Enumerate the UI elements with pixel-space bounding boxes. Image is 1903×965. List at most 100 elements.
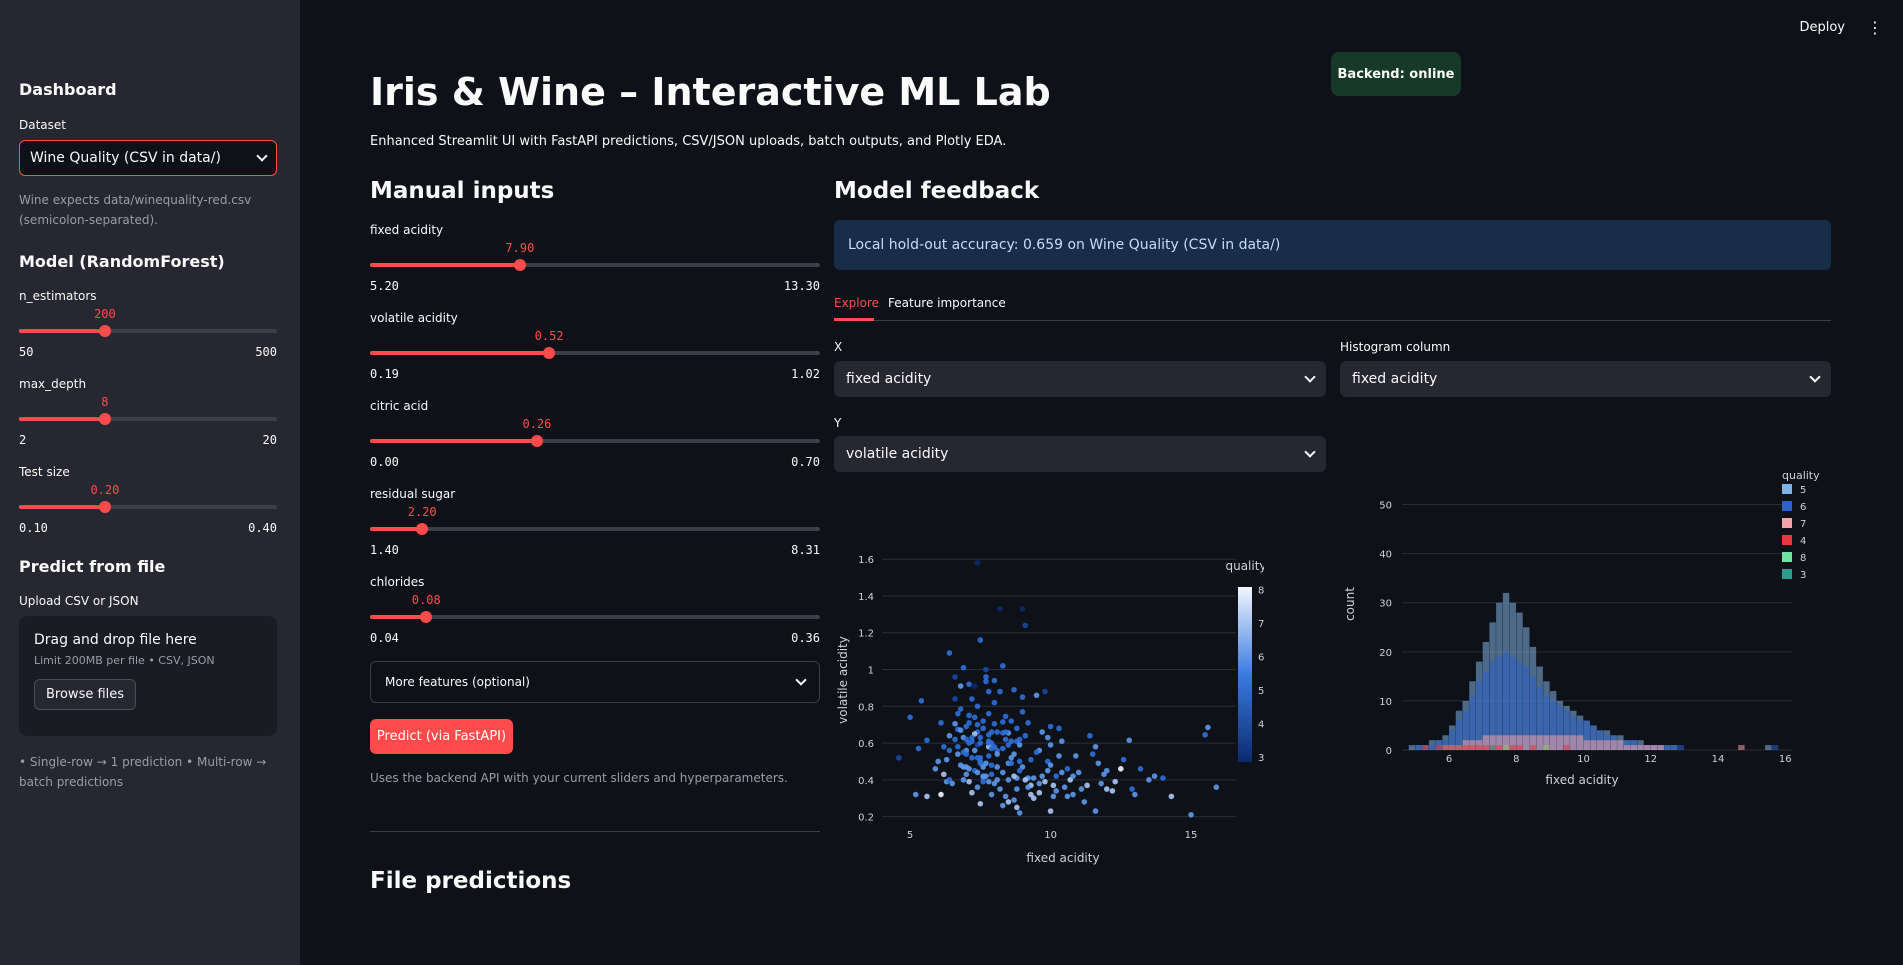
- colorbar-tick: 4: [1258, 720, 1264, 731]
- slider-track[interactable]: [19, 417, 277, 421]
- scatter-point: [1064, 793, 1071, 800]
- slider-fill: [19, 505, 105, 509]
- histogram-bar-quality-6: [1449, 730, 1456, 750]
- legend-entry[interactable]: 4: [1800, 536, 1806, 547]
- scatter-point: [907, 714, 913, 721]
- legend-swatch[interactable]: [1782, 535, 1792, 545]
- legend-swatch[interactable]: [1782, 569, 1792, 579]
- tab-feature-importance[interactable]: Feature importance: [888, 296, 1006, 310]
- histogram-bar-quality-6: [1415, 745, 1422, 750]
- scatter-point: [994, 729, 1000, 735]
- legend-entry[interactable]: 8: [1800, 553, 1806, 564]
- scatter-point: [1002, 729, 1009, 735]
- scatter-point: [952, 674, 958, 680]
- scatter-point: [1002, 736, 1009, 743]
- slider-thumb[interactable]: [416, 523, 429, 535]
- predict-caption: Uses the backend API with your current s…: [370, 771, 788, 785]
- slider-track[interactable]: [370, 351, 820, 355]
- histogram-bar-quality-4: [1475, 745, 1483, 750]
- predict-button[interactable]: Predict (via FastAPI): [370, 719, 513, 754]
- scatter-point: [991, 677, 998, 684]
- feature-slider-label-2: citric acid: [370, 399, 429, 413]
- slider-track[interactable]: [370, 615, 820, 619]
- dataset-select[interactable]: Wine Quality (CSV in data/): [19, 140, 277, 176]
- slider-thumb[interactable]: [98, 501, 111, 513]
- slider-track[interactable]: [19, 329, 277, 333]
- legend-entry[interactable]: 3: [1800, 570, 1806, 581]
- feature-slider-1[interactable]: 0.52 0.19 1.02: [370, 325, 820, 381]
- feature-slider-4[interactable]: 0.08 0.04 0.36: [370, 589, 820, 645]
- feature-slider-3[interactable]: 2.20 1.40 8.31: [370, 501, 820, 557]
- slider-max: 13.30: [783, 279, 820, 293]
- slider-value: 0.52: [534, 329, 564, 343]
- scatter-point: [1146, 777, 1152, 783]
- sidebar: Dashboard Dataset Wine Quality (CSV in d…: [0, 0, 300, 965]
- histogram-column-select[interactable]: fixed acidity: [1340, 361, 1831, 397]
- legend-swatch[interactable]: [1782, 484, 1792, 494]
- scatter-point: [955, 710, 961, 717]
- colorbar-tick: 6: [1258, 653, 1264, 664]
- deploy-button[interactable]: Deploy: [1799, 20, 1845, 35]
- scatter-point: [1042, 688, 1048, 695]
- slider-thumb[interactable]: [420, 611, 433, 623]
- slider-track[interactable]: [370, 527, 820, 531]
- histogram-x-tick: 10: [1577, 754, 1590, 765]
- slider-track[interactable]: [370, 263, 820, 267]
- legend-entry[interactable]: 7: [1800, 519, 1806, 530]
- scatter-point: [985, 710, 992, 717]
- file-uploader-dropzone[interactable]: Drag and drop file here Limit 200MB per …: [19, 616, 277, 736]
- slider-value: 0.20: [90, 483, 120, 497]
- histogram-bar-quality-7: [1529, 735, 1537, 750]
- histogram-bar-quality-7: [1502, 735, 1510, 750]
- slider-thumb[interactable]: [543, 347, 556, 359]
- histogram-bar-quality-4: [1442, 745, 1449, 750]
- x-select[interactable]: fixed acidity: [834, 361, 1326, 397]
- more-features-expander[interactable]: More features (optional): [370, 661, 820, 703]
- scatter-point: [1053, 773, 1059, 779]
- scatter-point: [1039, 773, 1045, 779]
- scatter-point: [1000, 663, 1006, 669]
- scatter-point: [971, 747, 978, 754]
- scatter-point: [957, 706, 964, 712]
- scatter-point: [946, 732, 953, 739]
- slider-thumb[interactable]: [513, 259, 526, 271]
- histogram-y-tick: 20: [1379, 648, 1392, 659]
- scatter-point: [1028, 756, 1034, 763]
- scatter-point: [1213, 784, 1220, 790]
- feature-slider-0[interactable]: 7.90 5.20 13.30: [370, 237, 820, 293]
- slider-track[interactable]: [19, 505, 277, 509]
- legend-entry[interactable]: 6: [1800, 502, 1806, 513]
- histogram-bar-quality-4: [1462, 745, 1469, 750]
- scatter-point: [1016, 767, 1023, 774]
- histogram-bar-quality-7: [1496, 735, 1503, 750]
- scatter-point: [985, 778, 992, 785]
- slider-thumb[interactable]: [530, 435, 543, 447]
- scatter-point: [1151, 773, 1158, 779]
- scatter-x-tick: 15: [1185, 830, 1198, 841]
- legend-swatch[interactable]: [1782, 501, 1792, 511]
- sb-slider-0[interactable]: 200 50 500: [19, 303, 277, 359]
- browse-files-button[interactable]: Browse files: [34, 679, 137, 710]
- y-select[interactable]: volatile acidity: [834, 436, 1326, 472]
- legend-swatch[interactable]: [1782, 552, 1792, 562]
- legend-swatch[interactable]: [1782, 518, 1792, 528]
- scatter-chart[interactable]: 0.2 0.4 0.6 0.8 1 1.2 1.4 1.6 5 10 15 fixed acidit…: [834, 530, 1264, 870]
- feature-slider-2[interactable]: 0.26 0.00 0.70: [370, 413, 820, 469]
- scatter-point: [1120, 756, 1127, 763]
- scatter-point: [1081, 799, 1088, 805]
- sb-slider-2[interactable]: 0.20 0.10 0.40: [19, 479, 277, 535]
- slider-thumb[interactable]: [98, 413, 111, 425]
- histogram-bar-quality-7: [1536, 735, 1543, 750]
- tab-explore[interactable]: Explore: [834, 296, 880, 310]
- slider-thumb[interactable]: [98, 325, 111, 337]
- histogram-y-tick: 50: [1379, 501, 1392, 512]
- histogram-bar-quality-6: [1590, 725, 1597, 750]
- histogram-chart[interactable]: 0 10 20 30 40 50 6 8 10 12 14 16 fixed acidity coun…: [1340, 460, 1820, 800]
- more-menu-icon[interactable]: ⋮: [1867, 18, 1883, 37]
- x-select-value: fixed acidity: [846, 371, 932, 387]
- slider-track[interactable]: [370, 439, 820, 443]
- legend-entry[interactable]: 5: [1800, 485, 1806, 496]
- sb-slider-1[interactable]: 8 2 20: [19, 391, 277, 447]
- scatter-point: [946, 747, 953, 754]
- scatter-x-tick: 5: [907, 830, 913, 841]
